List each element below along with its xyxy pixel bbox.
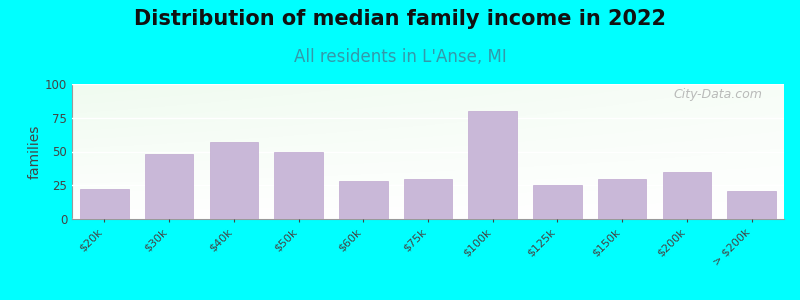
Bar — [533, 185, 582, 219]
Text: All residents in L'Anse, MI: All residents in L'Anse, MI — [294, 48, 506, 66]
Bar — [339, 181, 387, 219]
Text: Distribution of median family income in 2022: Distribution of median family income in … — [134, 9, 666, 29]
Bar — [80, 189, 129, 219]
Bar — [210, 142, 258, 219]
Bar — [469, 111, 517, 219]
Bar — [404, 178, 452, 219]
Bar — [145, 154, 194, 219]
Y-axis label: families: families — [28, 124, 42, 179]
Bar — [274, 152, 323, 219]
Bar — [598, 178, 646, 219]
Text: City-Data.com: City-Data.com — [674, 88, 762, 101]
Bar — [662, 172, 711, 219]
Bar — [727, 191, 776, 219]
